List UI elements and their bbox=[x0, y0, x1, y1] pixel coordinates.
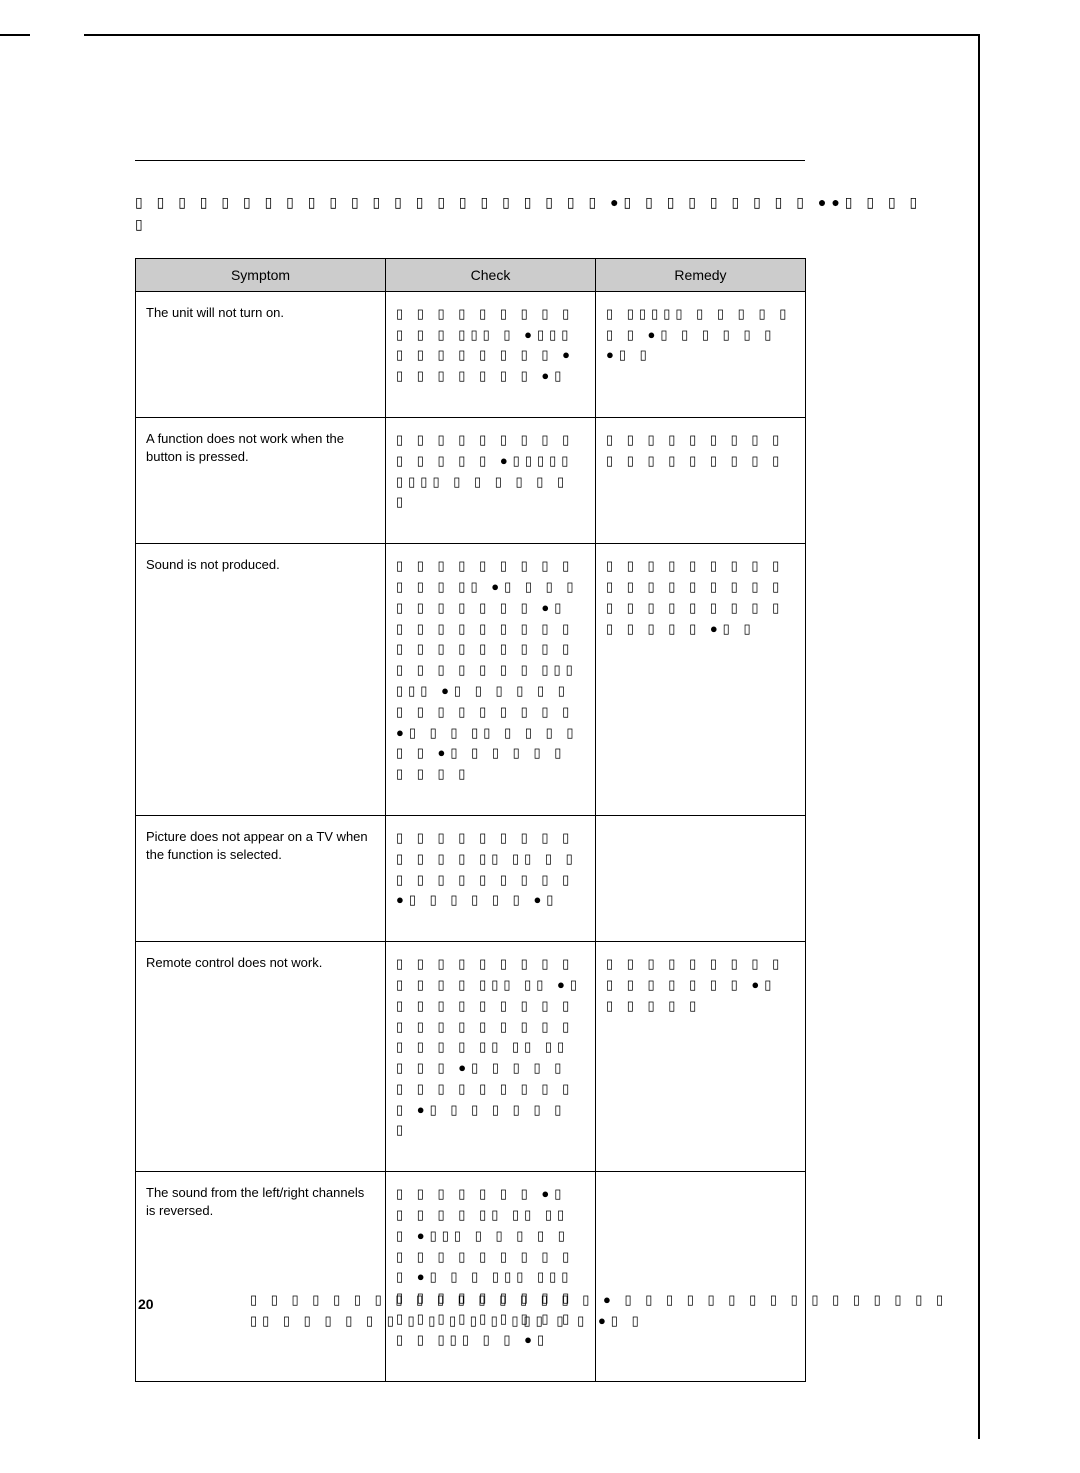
page-content: ▯ ▯ ▯ ▯ ▯ ▯ ▯ ▯ ▯ ▯ ▯ ▯ ▯ ▯ ▯ ▯ ▯ ▯ ▯ ▯ … bbox=[135, 160, 935, 1382]
col-header-symptom: Symptom bbox=[136, 258, 386, 291]
page-number: 20 bbox=[138, 1296, 154, 1312]
cell-symptom: A function does not work when the button… bbox=[136, 417, 386, 543]
cell-remedy bbox=[596, 815, 806, 941]
page-border-left-mark bbox=[0, 34, 30, 36]
cell-check: ▯ ▯ ▯ ▯ ▯ ▯ ▯ ▯ ▯ ▯ ▯ ▯ ▯ ▯▯▯ ▯▯ ●▯ ▯ ▯ … bbox=[386, 942, 596, 1172]
cell-check: ▯ ▯ ▯ ▯ ▯ ▯ ▯ ▯ ▯ ▯ ▯ ▯ ▯ ▯ ●▯▯▯▯▯▯▯▯▯ ▯… bbox=[386, 417, 596, 543]
cell-symptom: The unit will not turn on. bbox=[136, 291, 386, 417]
cell-check: ▯ ▯ ▯ ▯ ▯ ▯ ▯ ●▯ ▯ ▯ ▯ ▯ ▯▯ ▯▯ ▯▯ ▯ ●▯▯▯… bbox=[386, 1172, 596, 1381]
cell-remedy bbox=[596, 1172, 806, 1381]
col-header-check: Check bbox=[386, 258, 596, 291]
table-row: Picture does not appear on a TV when the… bbox=[136, 815, 806, 941]
footer-text: ▯ ▯ ▯ ▯ ▯ ▯ ▯ ▯ ▯ ▯ ▯ ▯ ▯ ▯ ▯ ▯ ▯ ● ▯ ▯ … bbox=[250, 1290, 950, 1332]
cell-check: ▯ ▯ ▯ ▯ ▯ ▯ ▯ ▯ ▯ ▯ ▯ ▯ ▯▯ ●▯ ▯ ▯ ▯ ▯ ▯ … bbox=[386, 544, 596, 816]
cell-symptom: Sound is not produced. bbox=[136, 544, 386, 816]
col-header-remedy: Remedy bbox=[596, 258, 806, 291]
cell-remedy: ▯ ▯ ▯ ▯ ▯ ▯ ▯ ▯ ▯ ▯ ▯ ▯ ▯ ▯ ▯ ▯ ▯ ▯ bbox=[596, 417, 806, 543]
cell-remedy: ▯ ▯ ▯ ▯ ▯ ▯ ▯ ▯ ▯ ▯ ▯ ▯ ▯ ▯ ▯ ▯ ▯ ▯ ▯ ▯ … bbox=[596, 544, 806, 816]
cell-symptom: Picture does not appear on a TV when the… bbox=[136, 815, 386, 941]
intro-text: ▯ ▯ ▯ ▯ ▯ ▯ ▯ ▯ ▯ ▯ ▯ ▯ ▯ ▯ ▯ ▯ ▯ ▯ ▯ ▯ … bbox=[135, 191, 935, 236]
troubleshooting-table: Symptom Check Remedy The unit will not t… bbox=[135, 258, 806, 1382]
cell-remedy: ▯ ▯ ▯ ▯ ▯ ▯ ▯ ▯ ▯ ▯ ▯ ▯ ▯ ▯ ▯ ▯ ●▯ ▯ ▯ ▯… bbox=[596, 942, 806, 1172]
table-row: A function does not work when the button… bbox=[136, 417, 806, 543]
cell-remedy: ▯ ▯▯▯▯▯ ▯ ▯ ▯ ▯ ▯ ▯ ▯ ●▯ ▯ ▯ ▯ ▯ ▯ ●▯ ▯ bbox=[596, 291, 806, 417]
table-row: Sound is not produced. ▯ ▯ ▯ ▯ ▯ ▯ ▯ ▯ ▯… bbox=[136, 544, 806, 816]
cell-check: ▯ ▯ ▯ ▯ ▯ ▯ ▯ ▯ ▯ ▯ ▯ ▯ ▯▯▯ ▯ ●▯▯▯▯ ▯ ▯ … bbox=[386, 291, 596, 417]
cell-symptom: The sound from the left/right channels i… bbox=[136, 1172, 386, 1381]
table-row: The unit will not turn on. ▯ ▯ ▯ ▯ ▯ ▯ ▯… bbox=[136, 291, 806, 417]
table-row: The sound from the left/right channels i… bbox=[136, 1172, 806, 1381]
table-header-row: Symptom Check Remedy bbox=[136, 258, 806, 291]
cell-check: ▯ ▯ ▯ ▯ ▯ ▯ ▯ ▯ ▯ ▯ ▯ ▯ ▯ ▯▯ ▯▯ ▯ ▯ ▯ ▯ … bbox=[386, 815, 596, 941]
cell-symptom: Remote control does not work. bbox=[136, 942, 386, 1172]
table-row: Remote control does not work. ▯ ▯ ▯ ▯ ▯ … bbox=[136, 942, 806, 1172]
section-divider bbox=[135, 160, 805, 161]
